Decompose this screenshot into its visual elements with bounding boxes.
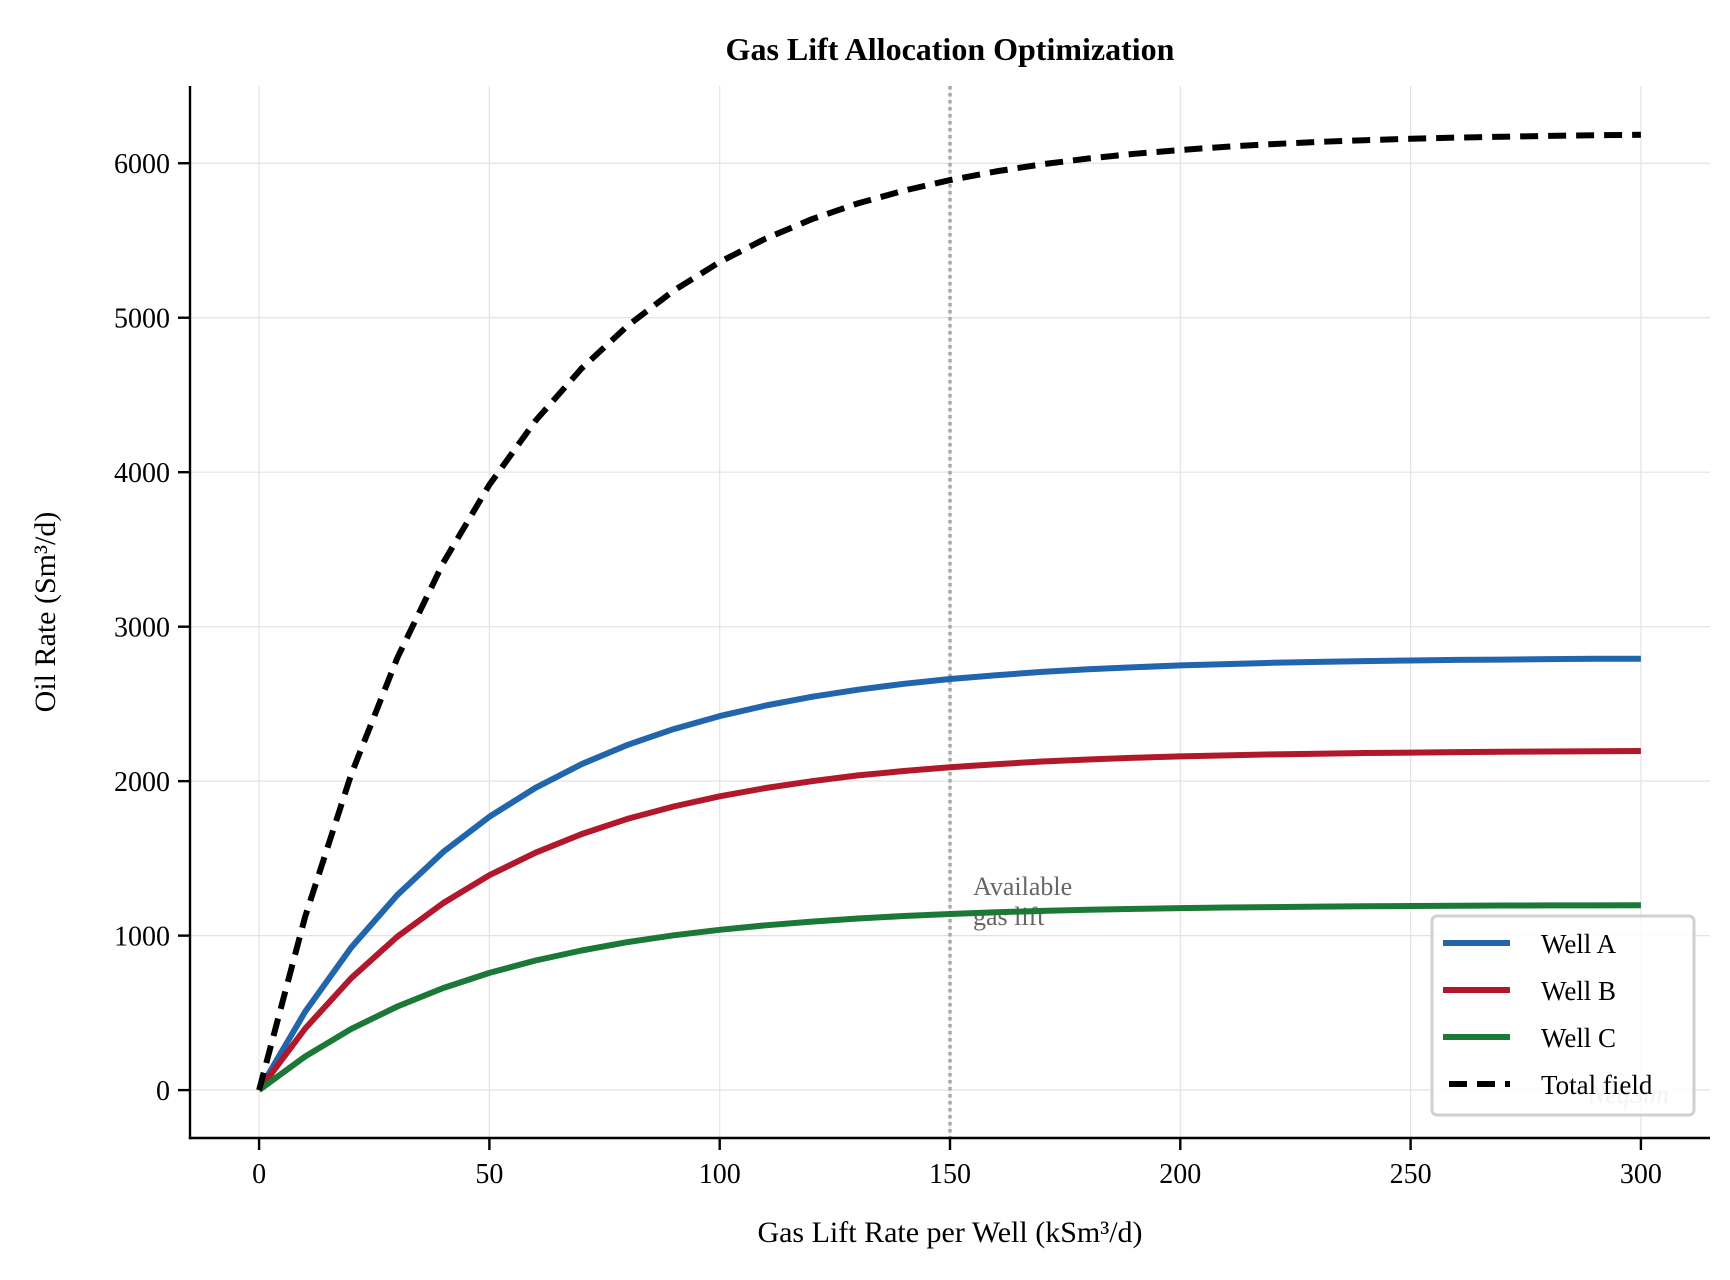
series-line-well-c [257,902,1641,1093]
x-tick-label: 300 [1620,1159,1662,1190]
x-ticks: 0 50 100 150 200 250 300 [252,1138,1662,1190]
y-tick-label: 2000 [114,767,170,798]
x-tick-label: 150 [929,1159,971,1190]
series-line-well-a [256,655,1641,1092]
y-tick-label: 0 [156,1076,170,1107]
series-group [256,131,1641,1093]
y-tick-label: 4000 [114,458,170,489]
y-tick-label: 3000 [114,613,170,644]
legend-label: Well B [1541,976,1616,1006]
x-tick-label: 100 [699,1159,741,1190]
series-line-well-b [256,748,1641,1092]
y-tick-label: 5000 [114,304,170,335]
legend-label: Total field [1541,1070,1653,1100]
legend-label: Well A [1541,929,1617,959]
annotation: Available gas lift [973,872,1079,931]
legend-box [1430,914,1696,1117]
y-ticks: 0 1000 2000 3000 4000 5000 6000 [114,149,190,1107]
watermark: NeqSim [1587,1080,1669,1109]
annotation-line-2: gas lift [973,902,1045,931]
x-axis-label: Gas Lift Rate per Well (kSm³/d) [757,1216,1142,1249]
x-tick-label: 0 [252,1159,266,1190]
annotation-line-1: Available [973,872,1072,901]
chart-title: Gas Lift Allocation Optimization [726,31,1175,67]
x-tick-label: 250 [1390,1159,1432,1190]
x-tick-label: 50 [475,1159,503,1190]
x-tick-label: 200 [1159,1159,1201,1190]
y-tick-label: 6000 [114,149,170,180]
legend: NeqSim Well A Well B Well C Total field [1430,914,1696,1117]
y-axis-label: Oil Rate (Sm³/d) [29,512,62,713]
y-tick-label: 1000 [114,922,170,953]
legend-label: Well C [1541,1023,1616,1053]
series-line-total-field [256,131,1641,1091]
